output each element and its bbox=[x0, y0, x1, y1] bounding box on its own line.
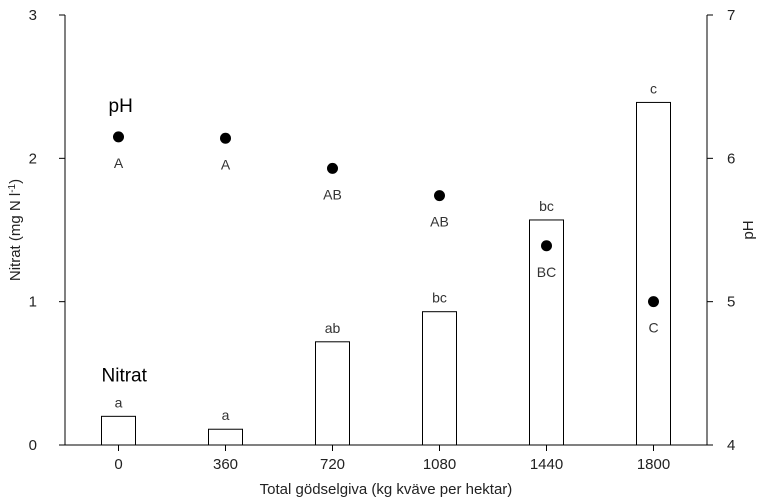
ph-point-1080 bbox=[434, 190, 445, 202]
ph-sig-label: AB bbox=[323, 186, 342, 202]
x-axis-title: Total gödselgiva (kg kväve per hektar) bbox=[260, 481, 513, 498]
ph-points bbox=[113, 131, 659, 308]
significance-labels: a Aa Aab AB bc AB bc BC c C bbox=[114, 80, 659, 423]
ph-point-0 bbox=[113, 131, 124, 143]
nitrat-bar-1800 bbox=[636, 101, 671, 446]
ph-point-1800 bbox=[648, 296, 659, 308]
nitrat-bars bbox=[101, 101, 671, 446]
x-tick-label: 360 bbox=[213, 456, 238, 473]
nitrat-sig-label: a bbox=[222, 407, 230, 423]
x-tick-label: 1440 bbox=[530, 456, 563, 473]
tick-labels: 0 360 720 1080 1440 1800 0 1 2 3 4 5 6 7 bbox=[29, 7, 736, 473]
right-y-axis-title: pH bbox=[740, 220, 757, 239]
left-y-tick-label: 0 bbox=[29, 437, 37, 454]
ph-point-360 bbox=[220, 132, 231, 144]
nitrat-sig-label: ab bbox=[325, 320, 341, 336]
ph-point-720 bbox=[327, 162, 338, 174]
nitrat-sig-label: bc bbox=[432, 290, 447, 306]
nitrat-bar-1440 bbox=[529, 219, 564, 446]
left-y-axis-title: Nitrat (mg N l-1) bbox=[7, 179, 25, 281]
right-y-tick-label: 6 bbox=[727, 150, 735, 167]
left-y-tick-label: 2 bbox=[29, 150, 37, 167]
left-y-axis-title-end: ) bbox=[7, 179, 24, 184]
x-tick-label: 720 bbox=[320, 456, 345, 473]
x-tick-label: 1800 bbox=[637, 456, 670, 473]
ph-sig-label: A bbox=[221, 156, 231, 172]
left-y-axis-title-sup: -1 bbox=[7, 183, 18, 192]
ph-sig-label: AB bbox=[430, 214, 449, 230]
nitrat-bar-0 bbox=[101, 415, 136, 446]
right-y-tick-label: 5 bbox=[727, 294, 735, 311]
left-y-tick-label: 1 bbox=[29, 294, 37, 311]
ph-sig-label: BC bbox=[537, 264, 556, 280]
nitrat-bar-1080 bbox=[422, 311, 457, 446]
series-label-ph: pH bbox=[109, 96, 133, 117]
left-y-axis-title-main: Nitrat (mg N l bbox=[7, 193, 24, 281]
series-label-nitrat: Nitrat bbox=[102, 365, 148, 386]
ph-point-1440 bbox=[541, 240, 552, 252]
right-y-tick-label: 7 bbox=[727, 7, 735, 24]
nitrat-sig-label: bc bbox=[539, 198, 554, 214]
axes bbox=[64, 15, 708, 446]
ph-sig-label: C bbox=[648, 320, 658, 336]
right-y-tick-label: 4 bbox=[727, 437, 735, 454]
x-tick-label: 1080 bbox=[423, 456, 456, 473]
nitrat-sig-label: c bbox=[650, 80, 657, 96]
nitrat-sig-label: a bbox=[115, 394, 123, 410]
x-tick-label: 0 bbox=[114, 456, 122, 473]
nitrat-bar-720 bbox=[315, 341, 350, 446]
ph-sig-label: A bbox=[114, 155, 124, 171]
nitrat-bar-360 bbox=[208, 428, 243, 446]
left-y-tick-label: 3 bbox=[29, 7, 37, 24]
